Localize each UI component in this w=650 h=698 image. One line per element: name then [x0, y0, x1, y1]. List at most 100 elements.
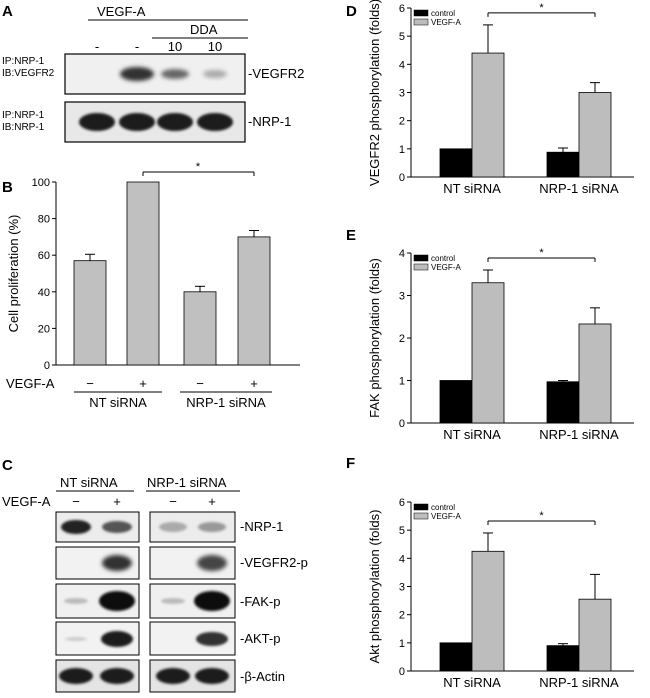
y-tick-label: 0 [399, 666, 405, 678]
blot-band [156, 668, 190, 684]
panel-a: A VEGF-A DDA - - 10 10 IP:NRP-1 IB:VEGFR… [2, 3, 304, 143]
dda-label: DDA [190, 22, 218, 37]
y-tick-label: 0 [399, 418, 405, 430]
bar [578, 598, 612, 672]
blot-band [64, 598, 88, 604]
y-tick-label: 4 [399, 59, 405, 71]
blot-band [102, 555, 132, 571]
vegf-a-group-label: VEGF-A [97, 4, 146, 19]
category-label: NT siRNA [443, 427, 501, 442]
blot1-ip-label: IP:NRP-1 [2, 56, 45, 67]
y-tick-label: 1 [399, 376, 405, 388]
bar [126, 181, 160, 366]
bar [546, 381, 580, 424]
bar [439, 380, 473, 424]
legend-label: control [431, 9, 455, 18]
blot1-ib-label: IB:VEGFR2 [2, 68, 55, 79]
bar [439, 148, 473, 178]
significance-star: * [539, 2, 544, 14]
panel-letter-f: F [346, 455, 355, 472]
y-tick-label: 2 [399, 116, 405, 128]
blot-band [198, 522, 226, 532]
bar [73, 260, 107, 366]
legend-swatch [413, 503, 429, 511]
bar [578, 92, 612, 178]
c-sign-3: − [169, 494, 177, 509]
treatment-sign: + [250, 376, 258, 391]
category-label: NRP-1 siRNA [539, 427, 619, 442]
chart-e: 0 1 2 3 4 FAK phosphorylation (folds) NT siRNA… [367, 247, 634, 442]
c-band-vegfr2p: -VEGFR2-p [240, 555, 308, 570]
group-label: NT siRNA [89, 395, 147, 410]
bar [578, 323, 612, 424]
c-sign-2: + [113, 494, 121, 509]
blot-band [99, 591, 135, 611]
blot-band [194, 591, 230, 611]
panel-letter-e: E [346, 227, 356, 244]
y-tick-label: 2 [399, 610, 405, 622]
chart-d: 0 1 2 3 4 5 6 VEGFR2 phosphorylation (folds) NT … [367, 0, 634, 196]
y-axis-label: FAK phosphorylation (folds) [367, 258, 382, 418]
legend-label: VEGF-A [431, 263, 461, 272]
band-label-vegfr2: -VEGFR2 [248, 66, 304, 81]
bar [546, 645, 580, 672]
c-group1-label: NT siRNA [60, 475, 118, 490]
y-axis-label: Cell proliferation (%) [6, 215, 21, 333]
lane4-label: 10 [208, 39, 222, 54]
y-tick-label: 3 [399, 291, 405, 303]
blot-band [197, 113, 233, 131]
y-tick-label: 3 [399, 88, 405, 100]
panel-b: B 0 20 40 60 80 100 Cell proliferation (%) − + − +… [2, 161, 300, 410]
category-label: NRP-1 siRNA [539, 675, 619, 690]
y-tick-label: 1 [399, 144, 405, 156]
bar [439, 642, 473, 672]
legend-swatch [413, 9, 429, 17]
bar [546, 151, 580, 178]
blot-band [159, 522, 187, 532]
y-axis-label: VEGFR2 phosphorylation (folds) [367, 0, 382, 186]
legend-label: control [431, 503, 455, 512]
legend-label: VEGF-A [431, 512, 461, 521]
blot-band [161, 598, 185, 604]
blot-band [61, 520, 91, 534]
y-tick-label: 60 [38, 250, 50, 262]
y-tick-label: 4 [399, 248, 405, 260]
c-band-actin: -β-Actin [240, 669, 285, 684]
legend-label: control [431, 254, 455, 263]
blot-band [101, 631, 133, 647]
y-tick-label: 20 [38, 323, 50, 335]
y-tick-label: 6 [399, 3, 405, 15]
y-tick-label: 1 [399, 638, 405, 650]
category-label: NT siRNA [443, 675, 501, 690]
legend-swatch [413, 512, 429, 520]
y-tick-label: 100 [32, 177, 50, 189]
legend-label: VEGF-A [431, 18, 461, 27]
legend-swatch [413, 263, 429, 271]
blot-band [102, 521, 132, 533]
blot-band [197, 555, 227, 571]
y-tick-label: 3 [399, 582, 405, 594]
blot-band [161, 69, 189, 79]
blot-band [65, 637, 87, 641]
panel-letter-c: C [2, 457, 13, 474]
legend-swatch [413, 254, 429, 262]
chart-b: 0 20 40 60 80 100 Cell proliferation (%) − + − + VE… [6, 161, 300, 410]
panel-letter-b: B [2, 179, 13, 196]
group-label: NRP-1 siRNA [186, 395, 266, 410]
blot-band [157, 113, 193, 131]
panel-d: D 0 1 2 3 4 5 6 VEGFR2 phosphorylation (folds) N… [346, 0, 634, 196]
y-tick-label: 5 [399, 31, 405, 43]
y-tick-label: 5 [399, 525, 405, 537]
c-sign-1: − [72, 494, 80, 509]
panel-letter-a: A [2, 3, 13, 20]
panel-letter-d: D [346, 3, 357, 20]
blot-band [120, 67, 154, 81]
c-sign-4: + [208, 494, 216, 509]
bar [237, 236, 271, 366]
blot-band [119, 113, 155, 131]
treatment-sign: − [86, 376, 94, 391]
chart-f: 0 1 2 3 4 5 6 Akt phosphorylation (folds) NT siR… [367, 497, 634, 690]
panel-c: C NT siRNA NRP-1 siRNA VEGF-A − + − + -N… [2, 457, 308, 693]
y-tick-label: 0 [44, 360, 50, 372]
